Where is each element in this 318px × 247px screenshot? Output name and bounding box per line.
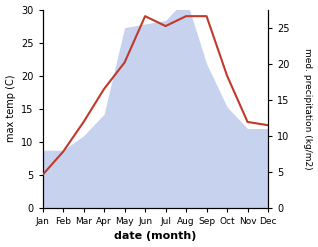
Y-axis label: med. precipitation (kg/m2): med. precipitation (kg/m2)	[303, 48, 313, 169]
Y-axis label: max temp (C): max temp (C)	[5, 75, 16, 143]
X-axis label: date (month): date (month)	[114, 231, 197, 242]
